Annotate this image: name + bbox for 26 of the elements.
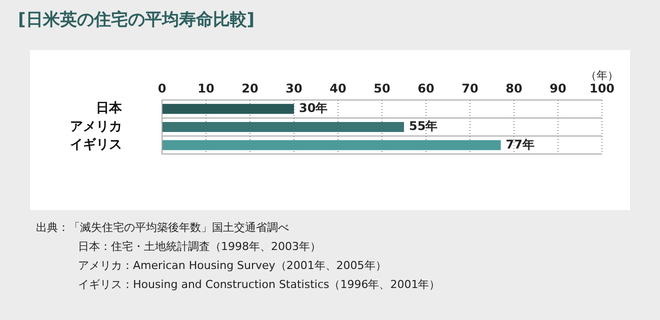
bar — [162, 122, 404, 132]
x-tick-label: 90 — [550, 82, 566, 96]
text: イギリス：Housing and Construction Statistics（1996年、2001年） — [77, 277, 440, 293]
data-label: 55年 — [409, 119, 438, 134]
x-tick-label: 70 — [462, 82, 478, 96]
text: 日本：住宅・土地統計調査（1998年、2003年） — [77, 239, 322, 255]
y-tick-label: 日本 — [96, 101, 123, 116]
x-tick-label: 50 — [374, 82, 390, 96]
bar — [162, 104, 294, 114]
x-tick-label: 10 — [198, 82, 214, 96]
x-tick-label: 80 — [506, 82, 522, 96]
x-tick-label: 0 — [158, 82, 166, 96]
y-tick-label: イギリス — [70, 138, 122, 153]
y-tick-label: アメリカ — [70, 119, 122, 134]
x-axis-title: （年） — [586, 68, 618, 82]
bar — [162, 140, 501, 150]
x-tick-label: 40 — [330, 82, 346, 96]
x-tick-label: 30 — [286, 82, 302, 96]
chart-title: [日米英の住宅の平均寿命比較] — [18, 9, 255, 31]
data-label: 30年 — [299, 100, 328, 115]
x-tick-label: 20 — [242, 82, 258, 96]
data-label: 77年 — [506, 137, 535, 152]
source-note: 出典：「滅失住宅の平均築後年数」国土交通省調べ — [36, 220, 290, 236]
x-tick-label: 60 — [418, 82, 434, 96]
text: アメリカ：American Housing Survey（2001年、2005年） — [77, 258, 388, 274]
x-tick-label: 100 — [589, 82, 615, 96]
